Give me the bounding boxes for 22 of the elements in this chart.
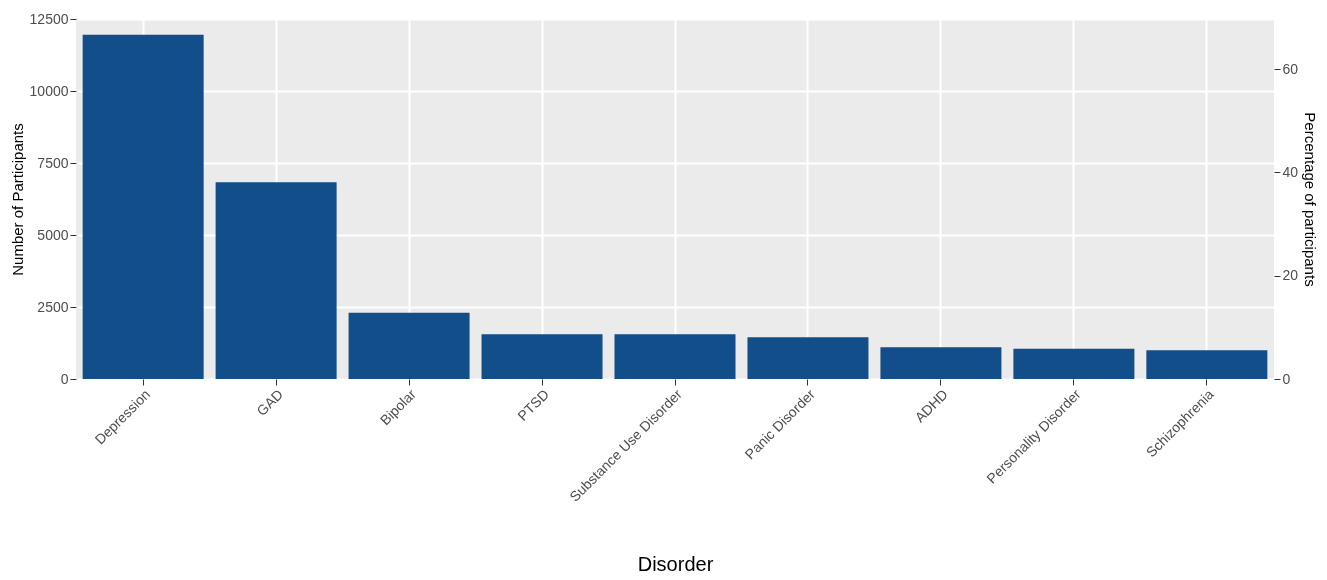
y2-tick-label: 0 — [1282, 370, 1291, 387]
bar — [215, 182, 337, 379]
bar — [348, 312, 470, 379]
y2-tick-label: 60 — [1282, 60, 1299, 77]
bar — [880, 347, 1002, 379]
y2-tick-label: 40 — [1282, 163, 1299, 180]
bar — [1146, 350, 1268, 379]
y-tick-label: 5000 — [37, 226, 69, 243]
bar — [747, 337, 869, 379]
y-tick-label: 0 — [60, 370, 69, 387]
bar — [82, 34, 204, 379]
y-tick-label: 10000 — [29, 82, 69, 99]
y-tick-label: 2500 — [37, 298, 69, 315]
y-tick-label: 7500 — [37, 154, 69, 171]
bar — [614, 334, 736, 379]
x-axis-title: Disorder — [637, 552, 714, 575]
bar — [1013, 348, 1135, 379]
y-tick-label: 12500 — [29, 10, 69, 27]
y-axis-title: Number of Participants — [8, 123, 26, 276]
y2-tick-label: 20 — [1282, 267, 1299, 284]
bar — [481, 334, 603, 379]
y2-axis-title: Percentage of participants — [1302, 112, 1320, 287]
